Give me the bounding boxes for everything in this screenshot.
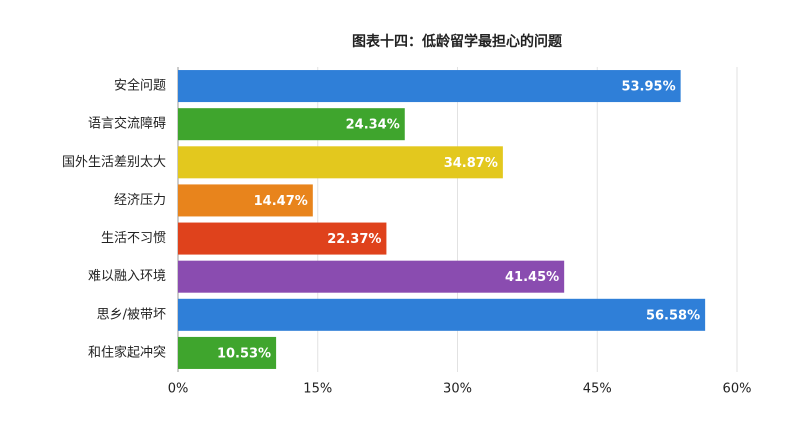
- bar: [178, 260, 565, 293]
- y-tick-label: 思乡/被带坏: [97, 307, 166, 322]
- y-tick-label: 语言交流障碍: [88, 116, 166, 132]
- value-label: 53.95%: [621, 80, 675, 95]
- bar: [178, 222, 387, 255]
- value-label: 14.47%: [254, 194, 308, 209]
- y-tick-label: 安全问题: [114, 78, 166, 94]
- y-tick-label: 难以融入环境: [88, 269, 166, 284]
- x-tick-label: 60%: [723, 382, 752, 397]
- value-label: 56.58%: [646, 308, 700, 323]
- value-label: 22.37%: [327, 232, 381, 247]
- bar: [178, 70, 681, 103]
- x-tick-label: 15%: [303, 382, 332, 397]
- x-tick-label: 0%: [168, 382, 189, 397]
- bar: [178, 336, 277, 369]
- y-tick-label: 生活不习惯: [101, 230, 166, 246]
- bar: [178, 298, 706, 331]
- value-label: 10.53%: [217, 346, 271, 361]
- chart-title: 图表十四：低龄留学最担心的问题: [352, 33, 563, 50]
- x-tick-label: 30%: [443, 382, 472, 397]
- x-tick-label: 45%: [583, 382, 612, 397]
- y-tick-label: 和住家起冲突: [88, 344, 166, 360]
- bar: [178, 108, 405, 141]
- y-tick-label: 经济压力: [114, 193, 166, 208]
- value-label: 41.45%: [505, 270, 559, 285]
- value-label: 34.87%: [444, 156, 498, 171]
- bar: [178, 146, 503, 179]
- value-label: 24.34%: [346, 118, 400, 133]
- y-tick-label: 国外生活差别太大: [62, 155, 166, 170]
- bar: [178, 184, 313, 217]
